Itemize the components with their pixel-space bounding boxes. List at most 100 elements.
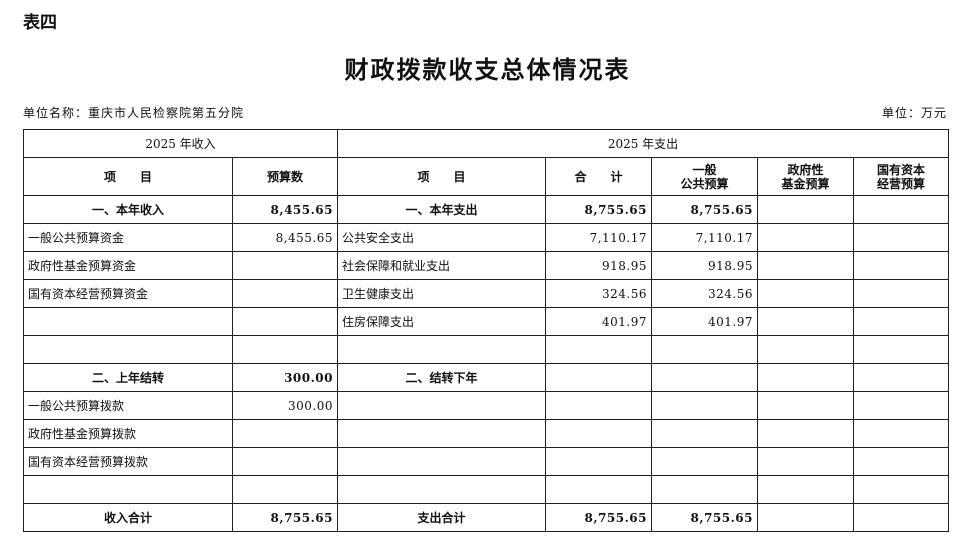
income-value bbox=[232, 279, 338, 308]
expense-item: 社会保障和就业支出 bbox=[337, 251, 546, 280]
expense-total bbox=[545, 447, 652, 476]
state-capital-value bbox=[853, 251, 949, 280]
expense-total: 324.56 bbox=[545, 279, 652, 308]
expense-total bbox=[545, 391, 652, 420]
general-budget-value: 8,755.65 bbox=[651, 195, 758, 224]
general-budget-value: 324.56 bbox=[651, 279, 758, 308]
income-item bbox=[23, 307, 233, 336]
state-capital-value bbox=[853, 391, 949, 420]
table-row: 收入合计 8,755.65 支出合计 8,755.65 8,755.65 bbox=[23, 503, 949, 532]
income-value: 8,455.65 bbox=[232, 195, 338, 224]
income-item: 国有资本经营预算拨款 bbox=[23, 447, 233, 476]
budget-table: 2025 年收入 2025 年支出 项 目 预算数 项 目 合 计 一般 公共预… bbox=[23, 129, 949, 532]
general-budget-value bbox=[651, 391, 758, 420]
general-budget-value: 401.97 bbox=[651, 307, 758, 336]
gov-fund-value bbox=[757, 363, 854, 392]
gov-fund-value bbox=[757, 419, 854, 448]
income-item: 政府性基金预算拨款 bbox=[23, 419, 233, 448]
gov-fund-header: 政府性 基金预算 bbox=[757, 157, 854, 196]
gov-fund-value bbox=[757, 251, 854, 280]
income-item: 一、本年收入 bbox=[23, 195, 233, 224]
gov-fund-value bbox=[757, 335, 854, 364]
expense-item: 住房保障支出 bbox=[337, 307, 546, 336]
expense-item bbox=[337, 391, 546, 420]
state-capital-value bbox=[853, 447, 949, 476]
general-budget-value bbox=[651, 475, 758, 504]
income-value: 8,455.65 bbox=[232, 223, 338, 252]
income-item: 收入合计 bbox=[23, 503, 233, 532]
expense-item: 卫生健康支出 bbox=[337, 279, 546, 308]
page-title: 财政拨款收支总体情况表 bbox=[344, 55, 631, 84]
expense-item: 支出合计 bbox=[337, 503, 546, 532]
income-value bbox=[232, 307, 338, 336]
gov-fund-value bbox=[757, 279, 854, 308]
income-item bbox=[23, 475, 233, 504]
state-capital-value bbox=[853, 475, 949, 504]
expense-total: 8,755.65 bbox=[545, 503, 652, 532]
income-item: 国有资本经营预算资金 bbox=[23, 279, 233, 308]
general-budget-value: 8,755.65 bbox=[651, 503, 758, 532]
general-budget-value bbox=[651, 447, 758, 476]
gov-fund-value bbox=[757, 195, 854, 224]
gov-fund-value bbox=[757, 223, 854, 252]
table-row bbox=[23, 475, 949, 504]
income-value bbox=[232, 447, 338, 476]
table-row: 政府性基金预算拨款 bbox=[23, 419, 949, 448]
table-number-label: 表四 bbox=[23, 13, 57, 33]
income-item bbox=[23, 335, 233, 364]
income-item-header: 项 目 bbox=[23, 157, 233, 196]
expense-group-header: 2025 年支出 bbox=[337, 129, 949, 158]
expense-total: 8,755.65 bbox=[545, 195, 652, 224]
gov-fund-value bbox=[757, 503, 854, 532]
state-capital-header: 国有资本 经营预算 bbox=[853, 157, 949, 196]
expense-total bbox=[545, 419, 652, 448]
currency-unit: 单位：万元 bbox=[881, 106, 947, 120]
general-budget-value bbox=[651, 419, 758, 448]
expense-item bbox=[337, 475, 546, 504]
state-capital-value bbox=[853, 419, 949, 448]
general-budget-value bbox=[651, 363, 758, 392]
table-row: 国有资本经营预算资金 卫生健康支出 324.56 324.56 bbox=[23, 279, 949, 308]
income-value bbox=[232, 419, 338, 448]
expense-item: 二、结转下年 bbox=[337, 363, 546, 392]
unit-name: 单位名称：重庆市人民检察院第五分院 bbox=[23, 106, 245, 120]
income-value bbox=[232, 475, 338, 504]
gov-fund-value bbox=[757, 447, 854, 476]
income-item: 二、上年结转 bbox=[23, 363, 233, 392]
income-value: 300.00 bbox=[232, 391, 338, 420]
state-capital-value bbox=[853, 195, 949, 224]
state-capital-value bbox=[853, 307, 949, 336]
general-budget-value bbox=[651, 335, 758, 364]
state-capital-value bbox=[853, 279, 949, 308]
gov-fund-value bbox=[757, 391, 854, 420]
expense-total bbox=[545, 335, 652, 364]
state-capital-value bbox=[853, 363, 949, 392]
state-capital-value bbox=[853, 223, 949, 252]
income-value bbox=[232, 251, 338, 280]
expense-total bbox=[545, 363, 652, 392]
table-row: 政府性基金预算资金 社会保障和就业支出 918.95 918.95 bbox=[23, 251, 949, 280]
expense-item: 公共安全支出 bbox=[337, 223, 546, 252]
table-row: 一般公共预算资金 8,455.65 公共安全支出 7,110.17 7,110.17 bbox=[23, 223, 949, 252]
income-group-header: 2025 年收入 bbox=[23, 129, 338, 158]
income-item: 政府性基金预算资金 bbox=[23, 251, 233, 280]
table-row: 住房保障支出 401.97 401.97 bbox=[23, 307, 949, 336]
expense-item-header: 项 目 bbox=[337, 157, 546, 196]
expense-item: 一、本年支出 bbox=[337, 195, 546, 224]
table-row bbox=[23, 335, 949, 364]
total-header: 合 计 bbox=[545, 157, 652, 196]
general-budget-value: 7,110.17 bbox=[651, 223, 758, 252]
income-item: 一般公共预算拨款 bbox=[23, 391, 233, 420]
income-item: 一般公共预算资金 bbox=[23, 223, 233, 252]
expense-item bbox=[337, 335, 546, 364]
budget-header: 预算数 bbox=[232, 157, 338, 196]
expense-total bbox=[545, 475, 652, 504]
state-capital-value bbox=[853, 503, 949, 532]
table-row: 二、上年结转 300.00 二、结转下年 bbox=[23, 363, 949, 392]
general-budget-header: 一般 公共预算 bbox=[651, 157, 758, 196]
income-value: 8,755.65 bbox=[232, 503, 338, 532]
state-capital-value bbox=[853, 335, 949, 364]
general-budget-value: 918.95 bbox=[651, 251, 758, 280]
income-value: 300.00 bbox=[232, 363, 338, 392]
table-row: 国有资本经营预算拨款 bbox=[23, 447, 949, 476]
